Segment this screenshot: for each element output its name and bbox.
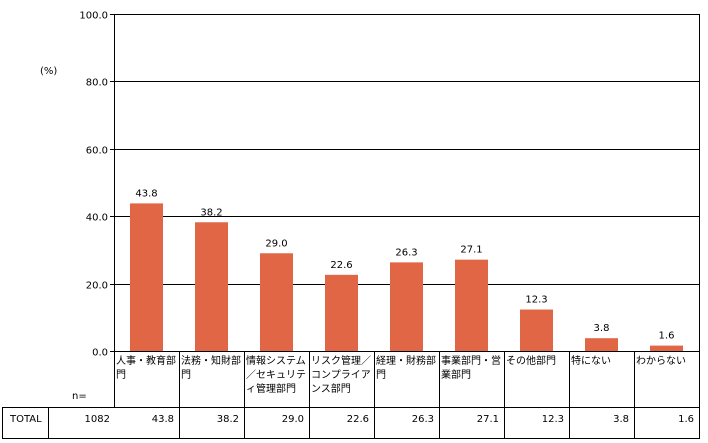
bar xyxy=(260,253,293,351)
bar xyxy=(130,203,163,351)
table-cell: 27.1 xyxy=(476,414,499,425)
y-tick-label: 100.0 xyxy=(79,11,108,22)
bar xyxy=(650,345,683,351)
table-grid xyxy=(2,351,700,439)
y-axis: 0.0 20.0 40.0 60.0 80.0 100.0 xyxy=(79,11,700,438)
bar xyxy=(325,274,358,351)
table-cell: 29.0 xyxy=(281,414,304,425)
category-label: 事業部門・営業部門 xyxy=(441,356,501,381)
bar xyxy=(455,259,488,351)
bar xyxy=(195,222,228,351)
table-row-label: TOTAL xyxy=(10,414,42,425)
data-label: 22.6 xyxy=(330,260,352,271)
table-cell: 22.6 xyxy=(346,414,369,425)
y-tick-label: 0.0 xyxy=(92,348,108,359)
y-tick-label: 60.0 xyxy=(86,146,108,157)
table-cell: 26.3 xyxy=(411,414,434,425)
y-tick-label: 80.0 xyxy=(86,78,108,89)
bar xyxy=(390,262,423,351)
category-label: 経理・財務部門 xyxy=(376,356,436,381)
data-label: 26.3 xyxy=(395,247,417,258)
table-cell: 3.8 xyxy=(613,414,629,425)
table-cell: 12.3 xyxy=(541,414,564,425)
y-tick-label: 40.0 xyxy=(86,213,108,224)
data-label: 12.3 xyxy=(525,295,547,306)
category-label: 人事・教育部門 xyxy=(116,356,176,381)
category-label: リスク管理／コンプライアンス部門 xyxy=(311,356,371,395)
category-label: その他部門 xyxy=(506,356,556,367)
table-cell: 38.2 xyxy=(216,414,239,425)
y-tick-label: 20.0 xyxy=(86,281,108,292)
data-label: 29.0 xyxy=(265,238,287,249)
table-cell: 43.8 xyxy=(151,414,174,425)
data-labels: 43.8 38.2 29.0 22.6 26.3 27.1 12.3 3.8 1.6 xyxy=(135,188,674,341)
category-label: わからない xyxy=(636,356,686,367)
data-label: 3.8 xyxy=(594,323,610,334)
table-cell: 1.6 xyxy=(678,414,694,425)
category-label: 特にない xyxy=(571,356,611,367)
table-n-value: 1082 xyxy=(84,414,110,425)
data-label: 27.1 xyxy=(460,245,482,256)
bar xyxy=(520,309,553,351)
unit-label: (%) xyxy=(40,66,58,77)
n-label: n= xyxy=(72,391,87,402)
category-label: 情報システム／セキュリティ管理部門 xyxy=(246,356,306,395)
data-label: 1.6 xyxy=(659,331,675,342)
bars xyxy=(130,203,683,351)
category-label: 法務・知財部門 xyxy=(181,356,241,381)
bar xyxy=(585,338,618,351)
data-label: 38.2 xyxy=(200,207,222,218)
data-label: 43.8 xyxy=(135,188,157,199)
